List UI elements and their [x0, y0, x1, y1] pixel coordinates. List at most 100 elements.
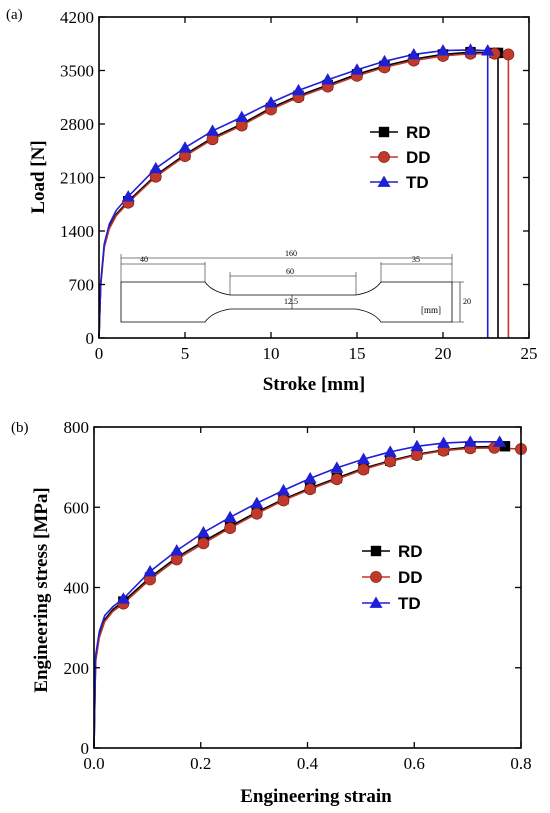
data-point-td	[206, 124, 220, 136]
panel-a-y-axis-title: Load [N]	[28, 140, 49, 213]
data-point-td	[436, 44, 450, 56]
data-point-td	[121, 190, 135, 202]
data-point-td	[463, 435, 477, 447]
data-point-dd	[170, 553, 183, 566]
x-tick-label: 5	[181, 344, 190, 363]
data-point-td	[493, 435, 507, 447]
x-tick-label: 0.8	[510, 754, 531, 773]
dim-label-160: 160	[285, 249, 297, 258]
data-point-dd	[502, 48, 515, 61]
panel-b-label: (b)	[11, 420, 29, 436]
data-point-td	[292, 83, 306, 96]
y-tick-label: 0	[86, 329, 95, 348]
data-point-dd	[411, 449, 423, 461]
data-point-dd	[277, 494, 290, 507]
legend-marker-rd	[370, 545, 382, 557]
data-point-td	[330, 461, 344, 473]
data-point-td	[464, 43, 478, 55]
x-tick-label: 10	[263, 344, 280, 363]
y-tick-label: 400	[64, 579, 90, 598]
data-point-td	[303, 471, 317, 484]
data-point-td	[149, 161, 163, 174]
legend-label-rd: RD	[398, 542, 423, 561]
panel-a-label: (a)	[6, 7, 23, 23]
x-tick-label: 20	[435, 344, 452, 363]
y-tick-label: 600	[64, 498, 90, 517]
y-tick-label: 200	[64, 659, 90, 678]
x-tick-label: 0.4	[297, 754, 319, 773]
data-point-td	[250, 496, 264, 509]
panel-a-ticks: 0 5 10 15 20 25 0 700 1400 2100 2800 3500 4200	[60, 8, 538, 363]
x-tick-label: 0.2	[190, 754, 211, 773]
data-point-td	[276, 483, 290, 496]
y-tick-label: 3500	[60, 62, 94, 81]
y-tick-label: 0	[81, 739, 90, 758]
legend-marker-rd	[378, 126, 390, 138]
data-point-td	[235, 110, 249, 122]
legend-label-td: TD	[398, 594, 421, 613]
data-point-td	[383, 445, 397, 457]
data-point-dd	[384, 455, 397, 468]
panel-b-plot-frame	[93, 426, 522, 749]
data-point-td	[223, 510, 237, 523]
panel-a-load-stroke-chart: (a) 0 5 10 15 20 25 0 700 1400 2100 2800 3500 4200 4…	[6, 7, 538, 395]
x-tick-label: 0	[95, 344, 104, 363]
dim-label-60: 60	[286, 267, 294, 276]
data-point-td	[264, 96, 278, 108]
y-tick-label: 1400	[60, 222, 94, 241]
panel-a-x-axis-title: Stroke [mm]	[263, 374, 366, 395]
dim-label-35: 35	[412, 255, 420, 264]
data-point-td	[116, 592, 130, 604]
data-point-dd	[357, 463, 370, 476]
panel-a-markers	[121, 43, 515, 209]
y-tick-label: 700	[69, 276, 95, 295]
panel-a-plot-frame	[98, 16, 530, 339]
data-point-td	[437, 436, 451, 448]
data-point-td	[357, 452, 371, 464]
data-point-td	[481, 44, 495, 56]
specimen-drawing-inset: 40 160 60 35 12.5 20 [mm]	[120, 249, 471, 323]
data-point-td	[410, 439, 424, 452]
legend-label-td: TD	[406, 173, 429, 192]
panel-b-x-axis-title: Engineering strain	[240, 786, 392, 807]
y-tick-label: 2800	[60, 115, 94, 134]
panel-b-ticks: 0.0 0.2 0.4 0.6 0.8 0 200 400 600 800	[64, 418, 532, 773]
dim-label-40: 40	[140, 255, 148, 264]
dim-label-12-5: 12.5	[284, 297, 298, 306]
data-point-dd	[330, 473, 343, 486]
x-tick-label: 25	[521, 344, 538, 363]
data-point-td	[196, 526, 210, 538]
data-point-td	[407, 47, 421, 60]
legend-marker-td	[369, 596, 383, 608]
panel-b-markers	[116, 435, 527, 610]
y-tick-label: 800	[64, 418, 90, 437]
data-point-dd	[250, 507, 263, 520]
data-point-dd	[304, 483, 317, 496]
panel-b-y-axis-title: Engineering stress [MPa]	[31, 487, 52, 692]
dim-label-20: 20	[463, 297, 471, 306]
legend-marker-td	[377, 175, 391, 187]
data-point-td	[178, 141, 192, 153]
legend-label-rd: RD	[406, 123, 431, 142]
series-line-td	[93, 441, 500, 749]
inset-unit-label: [mm]	[421, 305, 441, 315]
series-line-rd	[93, 445, 506, 749]
panel-b-legend: RD DD TD	[362, 542, 423, 613]
data-point-dd	[197, 537, 210, 550]
data-point-td	[170, 544, 184, 556]
panel-a-legend: RD DD TD	[370, 123, 431, 192]
y-tick-label: 4200	[60, 8, 94, 27]
x-tick-label: 0.0	[83, 754, 104, 773]
legend-marker-dd	[378, 151, 390, 163]
legend-marker-dd	[370, 571, 382, 583]
legend-label-dd: DD	[398, 568, 423, 587]
data-point-dd	[224, 522, 237, 535]
data-point-td	[378, 54, 392, 67]
y-tick-label: 2100	[60, 169, 94, 188]
data-point-td	[143, 564, 157, 577]
x-tick-label: 15	[349, 344, 366, 363]
data-point-td	[321, 73, 335, 85]
x-tick-label: 0.6	[404, 754, 425, 773]
